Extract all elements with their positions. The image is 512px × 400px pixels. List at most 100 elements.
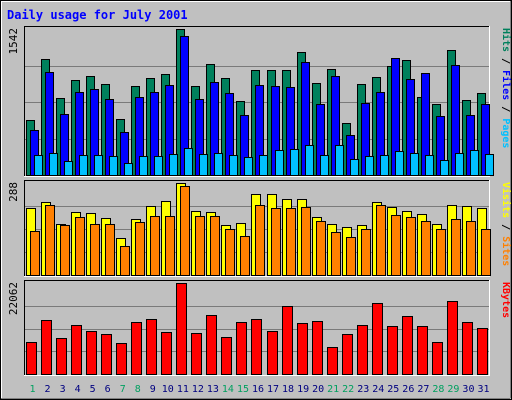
day-label: 4 [75, 384, 81, 395]
day-label: 2 [45, 384, 51, 395]
bar-kbytes-day-14 [221, 337, 232, 375]
bar-sites-day-1 [30, 231, 40, 276]
bar-pages-day-6 [109, 156, 118, 176]
bar-pages-day-14 [229, 155, 238, 176]
bar-pages-day-30 [470, 150, 479, 176]
bar-pages-day-8 [139, 156, 148, 176]
bar-sites-day-3 [60, 225, 70, 276]
bar-sites-day-22 [346, 237, 356, 276]
bar-sites-day-12 [195, 216, 205, 276]
day-label: 8 [135, 384, 141, 395]
panel-top: 1542 Hits / Files / Pages [7, 26, 512, 177]
bar-pages-day-1 [34, 155, 43, 176]
bar-pages-day-3 [64, 161, 73, 176]
day-label: 23 [357, 384, 369, 395]
bar-sites-day-19 [301, 207, 311, 276]
bar-sites-day-21 [331, 232, 341, 276]
bar-pages-day-16 [259, 155, 268, 176]
legend-pages: Pages [500, 118, 511, 148]
bar-sites-day-15 [240, 236, 250, 276]
bar-pages-day-11 [184, 148, 193, 176]
bar-kbytes-day-19 [297, 323, 308, 375]
bar-kbytes-day-1 [26, 342, 37, 375]
bar-sites-day-9 [150, 216, 160, 276]
bar-sites-day-14 [225, 229, 235, 276]
bar-kbytes-day-6 [101, 334, 112, 375]
bar-kbytes-day-7 [116, 343, 127, 375]
bar-kbytes-day-26 [402, 316, 413, 375]
bar-sites-day-23 [361, 229, 371, 276]
bar-kbytes-day-20 [312, 321, 323, 375]
bar-sites-day-4 [75, 217, 85, 276]
day-axis-labels: 1 2 3 4 5 6 7 8 9 10 11 12 13 14 15 16 17 18 19 20 21 22 23 24 2… [30, 384, 490, 395]
bar-kbytes-day-5 [86, 331, 97, 375]
panel-bottom: 22062 KBytes [7, 280, 511, 376]
bar-kbytes-day-12 [191, 333, 202, 375]
day-label: 17 [267, 384, 279, 395]
bar-sites-day-27 [421, 221, 431, 276]
legend-visits: Visits [500, 182, 512, 218]
day-label: 6 [105, 384, 111, 395]
bar-sites-day-11 [180, 186, 190, 276]
bar-kbytes-day-2 [41, 320, 52, 375]
side-legend: KBytes [500, 282, 511, 318]
day-label: 26 [402, 384, 414, 395]
day-label: 20 [312, 384, 324, 395]
bar-sites-day-10 [165, 216, 175, 276]
legend-kbytes: KBytes [500, 282, 511, 318]
bar-pages-day-4 [79, 155, 88, 176]
bar-pages-day-9 [154, 156, 163, 176]
bar-pages-day-23 [365, 156, 374, 176]
bar-sites-day-18 [286, 208, 296, 276]
legend-separator: / [500, 100, 511, 118]
day-label: 25 [387, 384, 399, 395]
bar-kbytes-day-21 [327, 347, 338, 375]
bar-kbytes-day-15 [236, 322, 247, 375]
bar-sites-day-13 [210, 216, 220, 276]
bar-kbytes-day-17 [267, 331, 278, 375]
bar-pages-day-29 [455, 153, 464, 176]
side-legend: Hits / Files / Pages [500, 28, 512, 148]
bar-kbytes-day-9 [146, 319, 157, 375]
day-label: 18 [282, 384, 294, 395]
bar-kbytes-day-13 [206, 315, 217, 375]
bar-kbytes-day-3 [56, 338, 67, 375]
bar-sites-day-6 [105, 224, 115, 276]
side-legend: Visits / Sites [500, 182, 512, 266]
bar-pages-day-17 [275, 150, 284, 176]
bar-sites-day-28 [436, 229, 446, 276]
bar-pages-day-18 [290, 149, 299, 176]
bar-kbytes-day-16 [251, 319, 262, 375]
bar-pages-day-25 [395, 151, 404, 176]
bar-kbytes-day-8 [131, 322, 142, 375]
bar-kbytes-day-23 [357, 325, 368, 375]
bar-kbytes-day-24 [372, 303, 383, 375]
day-label: 28 [432, 384, 444, 395]
legend-separator: / [500, 218, 511, 236]
day-label: 15 [237, 384, 249, 395]
bar-pages-day-28 [440, 160, 449, 176]
bar-pages-day-31 [485, 154, 494, 176]
day-label: 1 [30, 384, 36, 395]
chart-panels: 1542 Hits / Files / Pages 288 Visits / Site… [7, 26, 512, 376]
bar-kbytes-day-25 [387, 326, 398, 375]
bar-pages-day-22 [350, 159, 359, 176]
day-label: 7 [120, 384, 126, 395]
bar-pages-day-21 [335, 145, 344, 176]
bar-pages-day-7 [124, 163, 133, 176]
legend-sites: Sites [500, 236, 512, 266]
bar-sites-day-26 [406, 217, 416, 276]
bar-pages-day-19 [305, 145, 314, 176]
bar-pages-day-20 [320, 155, 329, 176]
bar-pages-day-12 [199, 154, 208, 176]
y-max-label: 1542 [7, 28, 20, 55]
bar-pages-day-27 [425, 155, 434, 176]
bar-kbytes-day-29 [447, 301, 458, 375]
day-label: 21 [327, 384, 339, 395]
bar-pages-day-26 [410, 153, 419, 176]
day-label: 13 [207, 384, 219, 395]
legend-separator: / [500, 52, 511, 70]
bar-pages-day-15 [244, 157, 253, 176]
bar-sites-day-20 [316, 221, 326, 276]
